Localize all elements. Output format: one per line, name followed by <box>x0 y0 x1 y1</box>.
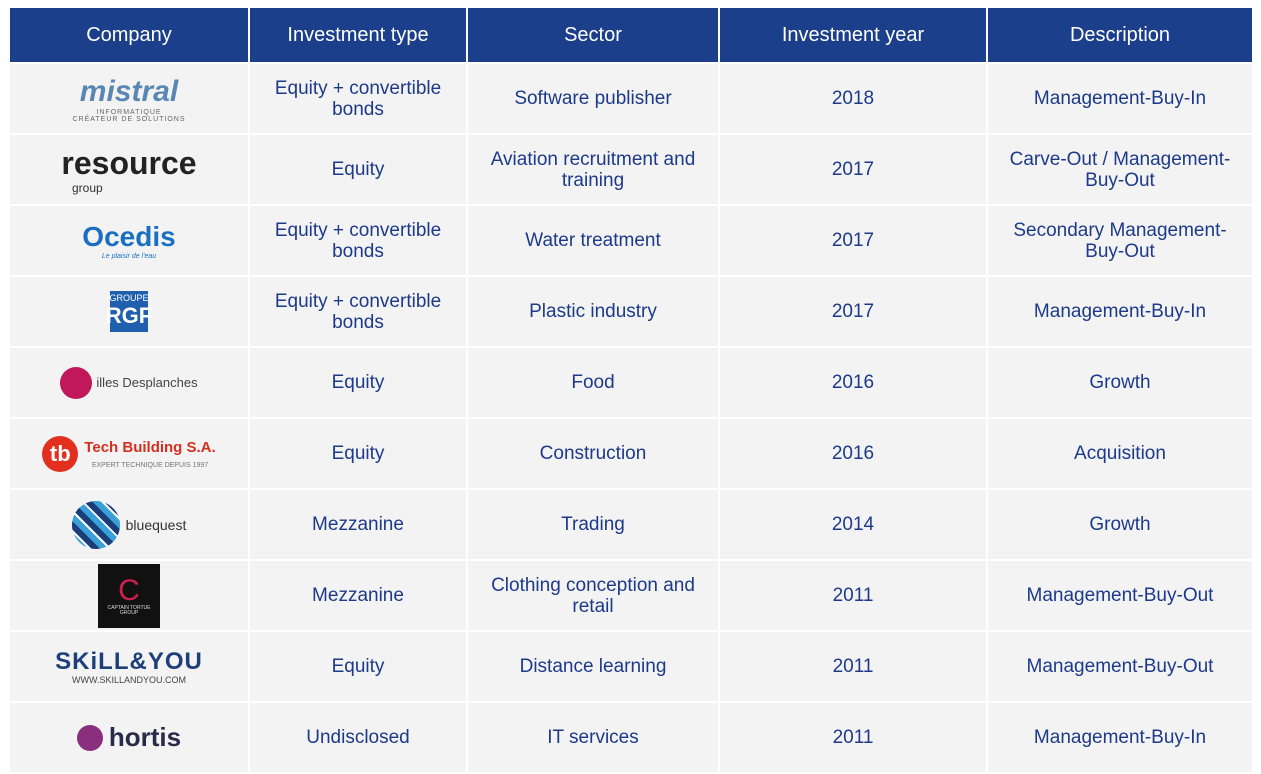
table-cell: 2018 <box>720 64 986 133</box>
table-row: illes Desplanches Equity Food 2016 Growth <box>10 348 1252 417</box>
logo-text: hortis <box>108 722 182 752</box>
table-cell: Carve-Out / Management-Buy-Out <box>988 135 1252 204</box>
table-cell: Aviation recruitment and training <box>468 135 718 204</box>
logo-text: Le plaisir de l'eau <box>101 253 157 260</box>
header-row: Company Investment type Sector Investment y… <box>10 8 1252 62</box>
logo-text: INFORMATIQUE <box>96 108 162 116</box>
table-cell: 2011 <box>720 561 986 630</box>
table-cell: 2014 <box>720 490 986 559</box>
logo-text: Ocedis <box>82 221 176 252</box>
company-cell: Ocedis Le plaisir de l'eau <box>10 206 248 275</box>
table-cell: Equity <box>250 419 466 488</box>
company-cell: illes Desplanches <box>10 348 248 417</box>
column-header: Company <box>10 8 248 62</box>
column-header: Sector <box>468 8 718 62</box>
table-cell: Secondary Management-Buy-Out <box>988 206 1252 275</box>
logo-text: resource <box>61 145 197 181</box>
table-cell: Equity + convertible bonds <box>250 277 466 346</box>
table-cell: Management-Buy-Out <box>988 561 1252 630</box>
table-cell: Mezzanine <box>250 561 466 630</box>
table-cell: Equity <box>250 632 466 701</box>
table-row: resource group Equity Aviation recruitment … <box>10 135 1252 204</box>
table-row: C CAPTAIN TORTUE GROUP Mezzanine Clothing co… <box>10 561 1252 630</box>
table-cell: Equity <box>250 348 466 417</box>
table-cell: Food <box>468 348 718 417</box>
table-cell: 2017 <box>720 277 986 346</box>
company-logo: Ocedis Le plaisir de l'eau <box>10 221 248 260</box>
table-row: Ocedis Le plaisir de l'eau Equity + conver… <box>10 206 1252 275</box>
table-cell: 2016 <box>720 419 986 488</box>
company-logo: resource group <box>10 145 248 194</box>
table-cell: Management-Buy-In <box>988 277 1252 346</box>
table-cell: Growth <box>988 490 1252 559</box>
table-row: mistral INFORMATIQUE CRÉATEUR DE SOLUTIONS… <box>10 64 1252 133</box>
company-logo: tb Tech Building S.A. EXPERT TECHNIQUE DEP… <box>10 435 248 472</box>
table-cell: Management-Buy-Out <box>988 632 1252 701</box>
table-cell: Management-Buy-In <box>988 703 1252 772</box>
table-cell: Mezzanine <box>250 490 466 559</box>
table-cell: 2017 <box>720 206 986 275</box>
table-cell: Growth <box>988 348 1252 417</box>
logo-text: CRÉATEUR DE SOLUTIONS <box>72 115 186 123</box>
company-cell: hortis <box>10 703 248 772</box>
table-cell: 2016 <box>720 348 986 417</box>
company-logo: GROUPE RGF <box>106 291 152 332</box>
logo-text: tb <box>42 435 79 472</box>
company-cell: resource group <box>10 135 248 204</box>
column-header: Investment type <box>250 8 466 62</box>
table-cell: 2011 <box>720 632 986 701</box>
table-cell: Construction <box>468 419 718 488</box>
table-cell: Equity + convertible bonds <box>250 64 466 133</box>
company-cell: tb Tech Building S.A. EXPERT TECHNIQUE DEP… <box>10 419 248 488</box>
column-header: Investment year <box>720 8 986 62</box>
portfolio-table: Company Investment type Sector Investment y… <box>8 6 1254 774</box>
table-cell: IT services <box>468 703 718 772</box>
company-logo: SKiLL&YOU WWW.SKILLANDYOU.COM <box>10 648 248 685</box>
table-body: mistral INFORMATIQUE CRÉATEUR DE SOLUTIONS… <box>10 64 1252 772</box>
logo-text: GROUP <box>119 609 139 616</box>
column-header: Description <box>988 8 1252 62</box>
table-row: GROUPE RGF Equity + convertible bonds Plast… <box>10 277 1252 346</box>
company-cell: mistral INFORMATIQUE CRÉATEUR DE SOLUTIONS <box>10 64 248 133</box>
company-cell: C CAPTAIN TORTUE GROUP <box>10 561 248 630</box>
table-cell: Trading <box>468 490 718 559</box>
table-cell: Water treatment <box>468 206 718 275</box>
table-row: SKiLL&YOU WWW.SKILLANDYOU.COM Equity Distan… <box>10 632 1252 701</box>
company-logo: illes Desplanches <box>10 367 248 399</box>
table-cell: Undisclosed <box>250 703 466 772</box>
logo-text: WWW.SKILLANDYOU.COM <box>71 675 186 685</box>
table-cell: 2017 <box>720 135 986 204</box>
logo-text: SKiLL&YOU <box>55 648 203 675</box>
company-logo: mistral INFORMATIQUE CRÉATEUR DE SOLUTIONS <box>10 75 248 123</box>
table-cell: Software publisher <box>468 64 718 133</box>
logo-text: CAPTAIN TORTUE <box>107 604 151 611</box>
logo-text: RGF <box>105 303 153 328</box>
table-row: tb Tech Building S.A. EXPERT TECHNIQUE DEP… <box>10 419 1252 488</box>
table-cell: 2011 <box>720 703 986 772</box>
table-cell: Plastic industry <box>468 277 718 346</box>
company-logo: hortis <box>10 722 248 753</box>
table-cell: Acquisition <box>988 419 1252 488</box>
table-row: hortis Undisclosed IT services 2011 Manageme… <box>10 703 1252 772</box>
table-cell: Distance learning <box>468 632 718 701</box>
logo-text: group <box>72 181 103 195</box>
logo-text: Tech Building S.A. <box>84 438 216 456</box>
logo-text: GROUPE <box>109 293 149 303</box>
logo-text: illes Desplanches <box>96 375 198 390</box>
logo-text: EXPERT TECHNIQUE DEPUIS 1997 <box>91 461 209 469</box>
company-cell: bluequest <box>10 490 248 559</box>
company-logo: C CAPTAIN TORTUE GROUP <box>98 563 160 628</box>
table-cell: Equity + convertible bonds <box>250 206 466 275</box>
table-cell: Clothing conception and retail <box>468 561 718 630</box>
company-cell: GROUPE RGF <box>10 277 248 346</box>
logo-text: mistral <box>79 74 179 108</box>
table-row: bluequest Mezzanine Trading 2014 Growth <box>10 490 1252 559</box>
company-logo: bluequest <box>10 501 248 549</box>
logo-text: bluequest <box>125 516 187 533</box>
table-cell: Equity <box>250 135 466 204</box>
company-cell: SKiLL&YOU WWW.SKILLANDYOU.COM <box>10 632 248 701</box>
logo-text: C <box>118 573 140 607</box>
table-cell: Management-Buy-In <box>988 64 1252 133</box>
